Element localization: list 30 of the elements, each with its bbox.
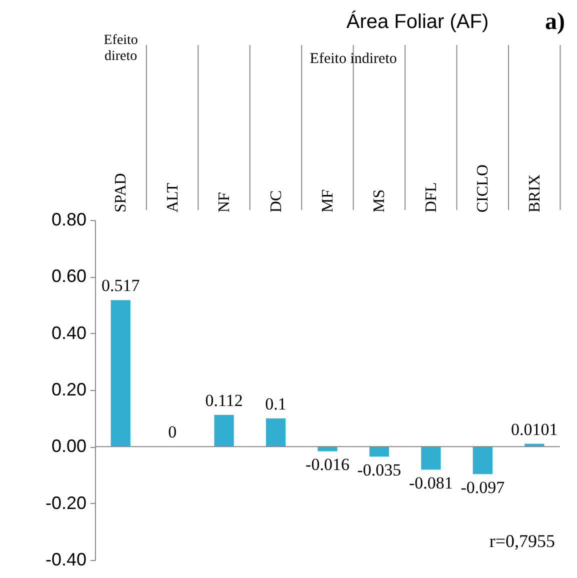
data-label: 0.517 (101, 276, 140, 296)
chart-title: Área Foliar (AF) (346, 10, 489, 33)
data-label: -0.097 (460, 478, 506, 498)
data-label: 0 (168, 422, 177, 442)
y-tick-label: 0.80 (51, 210, 86, 230)
x-tick-label: MF (320, 189, 336, 212)
data-label: -0.016 (306, 455, 350, 474)
y-tick-label: -0.20 (45, 492, 86, 513)
x-tick-label: DFL (422, 182, 440, 212)
y-tick-label: 0.20 (51, 380, 86, 400)
y-tick-label: 0.00 (51, 436, 86, 456)
data-label: -0.035 (357, 460, 402, 480)
annotation: r=0,7955 (489, 531, 555, 551)
text: Efeito direto (104, 33, 138, 64)
x-tick-label: BRIX (526, 174, 544, 212)
y-tick-label: -0.40 (45, 550, 86, 570)
data-label: 0.0101 (511, 420, 558, 439)
text: a) (545, 9, 565, 35)
x-tick-label: NF (216, 192, 234, 212)
x-tick-label: SPAD (112, 173, 130, 212)
data-label: 0.112 (205, 390, 243, 410)
data-label: 0.1 (265, 394, 286, 414)
x-tick-label: DC (268, 190, 285, 212)
x-tick-label: ALT (164, 182, 182, 212)
x-tick-label: MS (371, 189, 388, 212)
y-tick-label: 0.60 (51, 266, 86, 286)
text: Efeito indireto (310, 51, 397, 67)
data-label: -0.081 (408, 474, 453, 493)
x-tick-label: CICLO (474, 164, 492, 212)
y-tick-label: 0.40 (51, 322, 86, 343)
